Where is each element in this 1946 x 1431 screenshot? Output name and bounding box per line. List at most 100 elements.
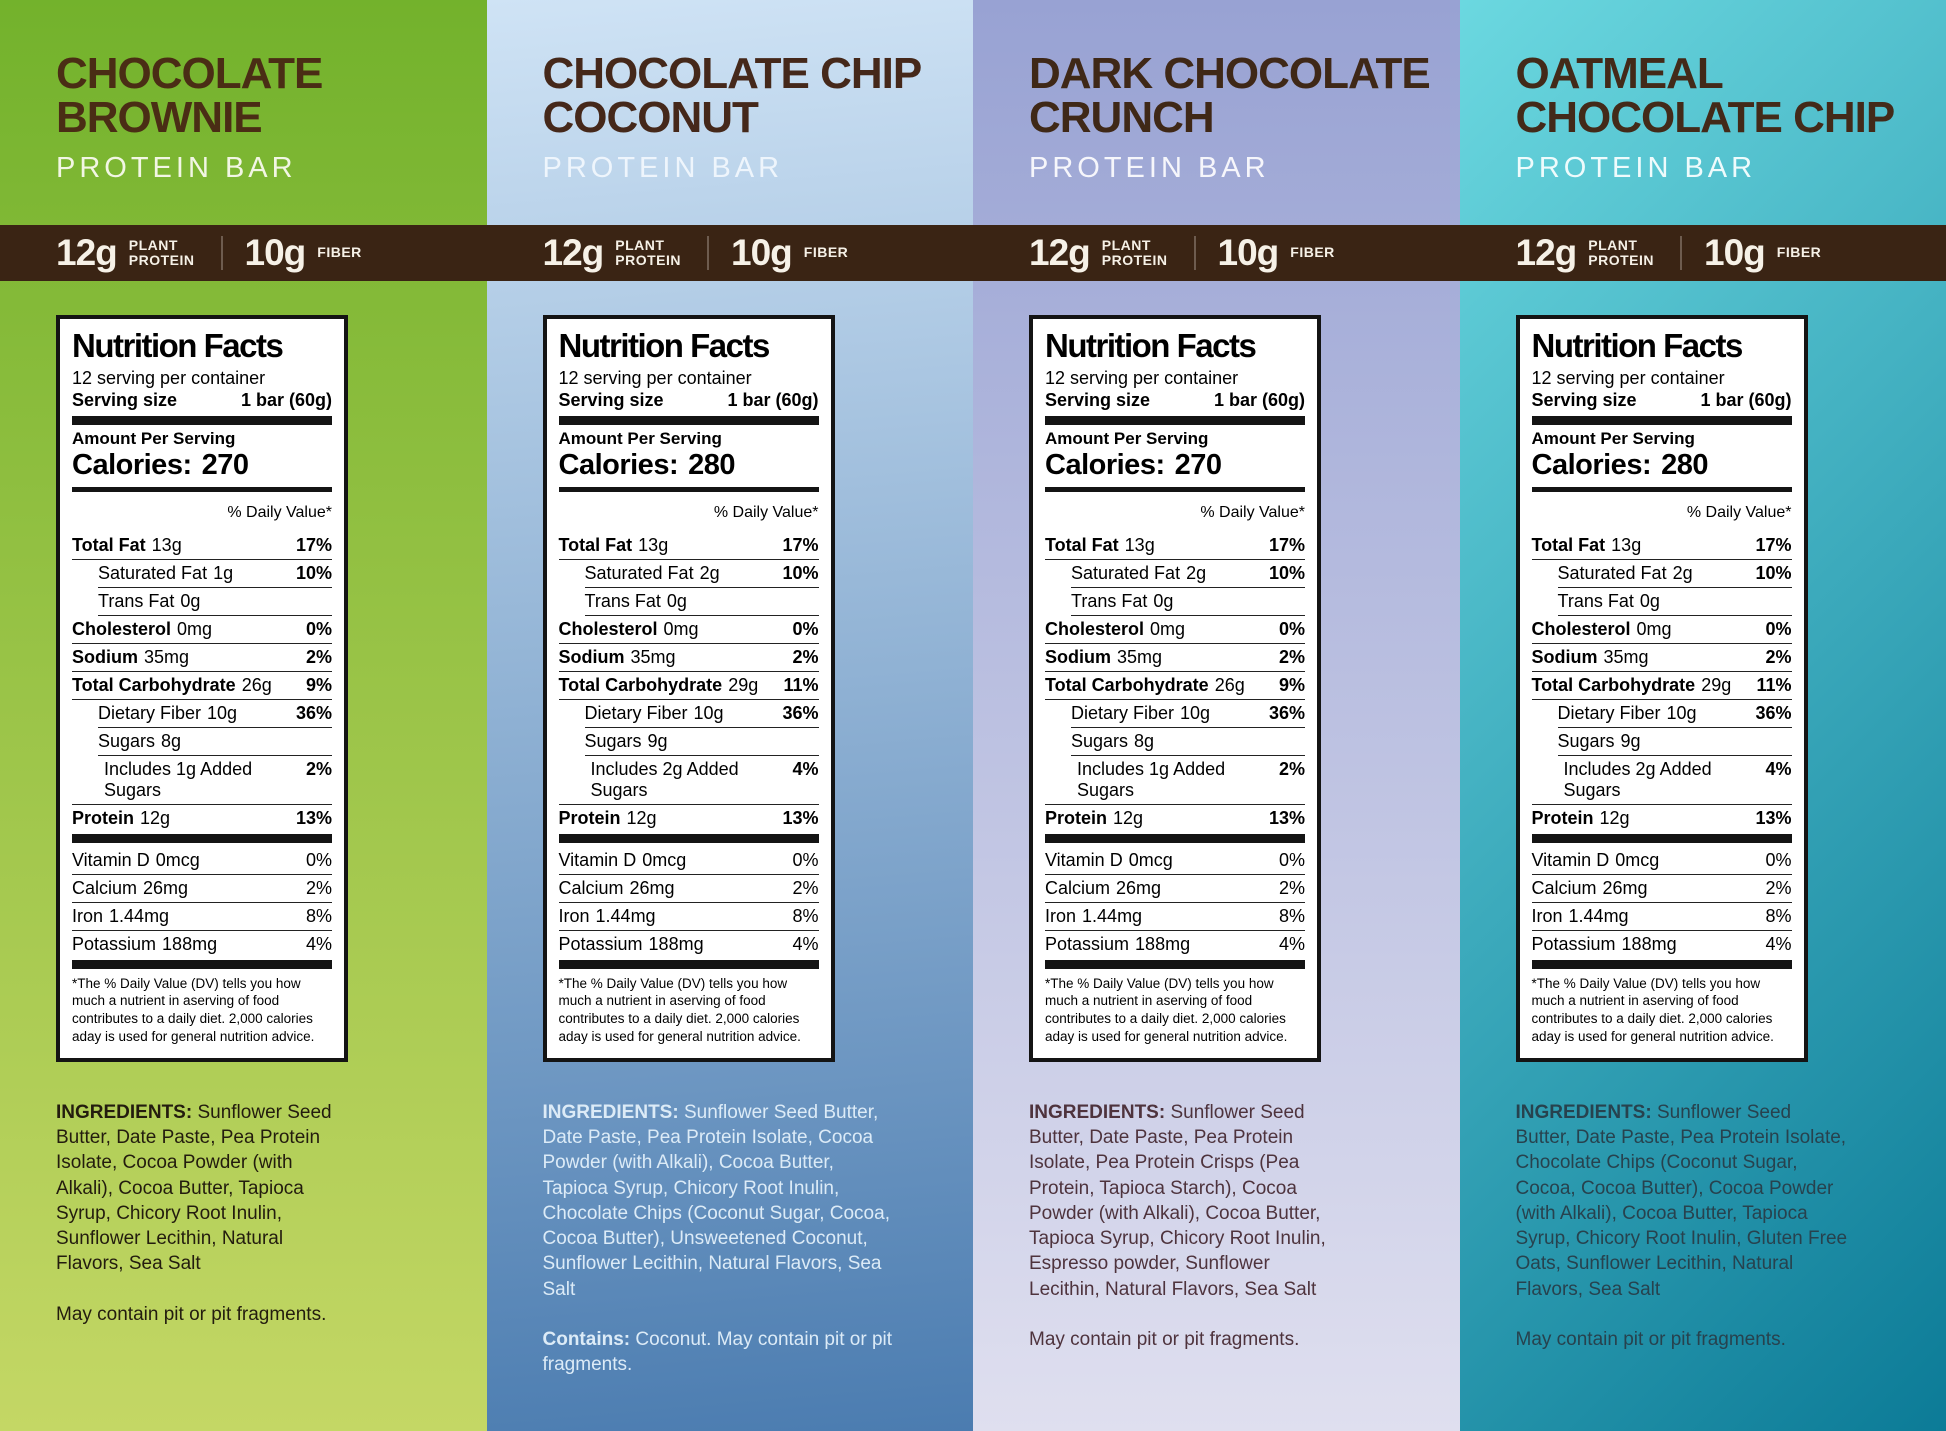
serving-size-label: Serving size — [1045, 389, 1151, 410]
ingredients-statement: INGREDIENTS: Sunflower Seed Butter, Date… — [1516, 1100, 1851, 1302]
nutrient-row-cholesterol: Cholesterol 0mg 0% — [1531, 616, 1792, 644]
daily-value-header: % Daily Value* — [713, 503, 819, 521]
calories-label: Calories: — [558, 448, 679, 481]
fiber-grams: 10g — [1217, 232, 1280, 273]
protein-label-line2: PROTEIN — [1101, 252, 1168, 268]
nutrient-row-sugars: Sugars 8g — [1071, 728, 1305, 756]
ingredients-list: Sunflower Seed Butter, Date Paste, Pea P… — [542, 1101, 890, 1300]
calories-value: 280 — [1661, 448, 1708, 481]
ingredients-statement: INGREDIENTS: Sunflower Seed Butter, Date… — [56, 1100, 341, 1277]
panel-header: DARK CHOCOLATE CRUNCH PROTEIN BAR — [973, 0, 1460, 225]
allergen-statement: May contain pit or pit fragments. — [1029, 1327, 1339, 1352]
nutrient-row-total-fat: Total Fat 13g 17% — [1045, 532, 1305, 560]
servings-per-container: 12 serving per container — [72, 367, 266, 388]
protein-label-line1: PLANT — [1101, 236, 1151, 253]
flavor-title-line2: BROWNIE — [56, 93, 263, 142]
ingredients-list: Sunflower Seed Butter, Date Paste, Pea P… — [1515, 1101, 1848, 1300]
nutrition-facts-heading: Nutrition Facts — [1045, 327, 1257, 364]
flavor-title-line1: CHOCOLATE CHIP — [542, 49, 923, 98]
fiber-grams: 10g — [244, 232, 307, 273]
nutrient-row-sodium: Sodium 35mg 2% — [1045, 644, 1305, 672]
flavor-title: CHOCOLATE BROWNIE — [56, 52, 461, 140]
nutrient-row-sodium: Sodium 35mg 2% — [1531, 644, 1792, 672]
nutrient-row-sodium: Sodium 35mg 2% — [558, 644, 819, 672]
band-divider — [220, 236, 223, 270]
allergen-statement: Contains: Coconut. May contain pit or pi… — [543, 1327, 895, 1378]
daily-value-footnote: *The % Daily Value (DV) tells you how mu… — [558, 975, 801, 1045]
flavor-title-line1: OATMEAL — [1515, 49, 1724, 98]
daily-value-footnote: *The % Daily Value (DV) tells you how mu… — [1531, 975, 1774, 1045]
nutrient-row-dietary-fiber: Dietary Fiber 10g 36% — [584, 700, 819, 728]
nutrient-row-sugars: Sugars 9g — [584, 728, 819, 756]
calories-line: Calories: 270 — [1045, 449, 1305, 484]
macro-highlights-band: 12g PLANT PROTEIN 10g FIBER — [486, 225, 973, 281]
ingredients-label: INGREDIENTS: — [542, 1101, 679, 1123]
band-divider — [707, 236, 709, 270]
calories-label: Calories: — [1531, 448, 1652, 481]
calories-value: 280 — [688, 448, 735, 481]
vitamin-row-potassium: Potassium 188mg 4% — [1531, 933, 1792, 954]
ingredients-label: INGREDIENTS: — [1029, 1101, 1166, 1123]
label-divider-bar — [558, 959, 819, 969]
nutrient-row-added-sugars: Includes 1g Added Sugars 2% — [1045, 756, 1305, 805]
serving-size-label: Serving size — [1531, 389, 1637, 410]
vitamin-row-vitamin-d: Vitamin D 0mcg 0% — [1531, 847, 1792, 875]
protein-grams: 12g — [1515, 232, 1578, 273]
nutrient-row-saturated-fat: Saturated Fat 2g 10% — [1557, 560, 1792, 588]
daily-value-header: % Daily Value* — [227, 503, 332, 521]
daily-value-header: % Daily Value* — [1200, 503, 1305, 521]
nutrient-row-sugars: Sugars 8g — [98, 728, 332, 756]
vitamin-row-calcium: Calcium 26mg 2% — [1045, 875, 1305, 903]
vitamin-row-calcium: Calcium 26mg 2% — [72, 875, 332, 903]
protein-label: PLANT PROTEIN — [615, 236, 681, 268]
vitamin-row-potassium: Potassium 188mg 4% — [72, 933, 332, 954]
product-type-label: PROTEIN BAR — [1515, 152, 1757, 184]
daily-value-footnote: *The % Daily Value (DV) tells you how mu… — [1045, 975, 1288, 1045]
calories-value: 270 — [201, 448, 249, 481]
vitamin-row-iron: Iron 1.44mg 8% — [1045, 903, 1305, 931]
serving-size-row: Serving size 1 bar (60g) — [72, 389, 332, 414]
nutrition-facts-heading: Nutrition Facts — [72, 327, 284, 364]
allergen-text: May contain pit or pit fragments. — [1515, 1329, 1786, 1351]
servings-per-container: 12 serving per container — [558, 367, 752, 388]
serving-size-row: Serving size 1 bar (60g) — [1045, 389, 1305, 414]
label-divider-bar — [1531, 959, 1792, 969]
serving-size-value: 1 bar (60g) — [240, 389, 332, 410]
flavor-title-line2: CHOCOLATE CHIP — [1515, 93, 1896, 142]
flavor-title-line1: CHOCOLATE — [56, 49, 323, 98]
fiber-label: FIBER — [803, 244, 849, 261]
protein-grams: 12g — [542, 232, 605, 273]
nutrient-row-protein: Protein 12g 13% — [1045, 807, 1305, 828]
vitamin-row-iron: Iron 1.44mg 8% — [1531, 903, 1792, 931]
nutrient-row-protein: Protein 12g 13% — [1531, 807, 1792, 828]
nutrient-row-protein: Protein 12g 13% — [72, 807, 332, 828]
flavor-panel: CHOCOLATE CHIP COCONUT PROTEIN BAR 12g P… — [486, 0, 973, 1431]
serving-size-value: 1 bar (60g) — [1700, 389, 1792, 410]
nutrient-row-sodium: Sodium 35mg 2% — [72, 644, 332, 672]
nutrient-row-added-sugars: Includes 2g Added Sugars 4% — [1531, 756, 1792, 805]
fiber-grams: 10g — [731, 232, 793, 273]
flavor-panel: CHOCOLATE BROWNIE PROTEIN BAR 12g PLANT … — [0, 0, 487, 1431]
vitamin-row-iron: Iron 1.44mg 8% — [72, 903, 332, 931]
calories-label: Calories: — [72, 448, 192, 481]
vitamin-row-calcium: Calcium 26mg 2% — [1531, 875, 1792, 903]
nutrient-row-saturated-fat: Saturated Fat 2g 10% — [1071, 560, 1305, 588]
nutrient-row-dietary-fiber: Dietary Fiber 10g 36% — [98, 700, 332, 728]
servings-per-container: 12 serving per container — [1045, 367, 1239, 388]
flavor-title-line2: CRUNCH — [1029, 93, 1215, 142]
label-divider-bar — [1045, 833, 1305, 843]
vitamin-row-potassium: Potassium 188mg 4% — [1045, 933, 1305, 954]
macro-highlights-band: 12g PLANT PROTEIN 10g FIBER — [973, 225, 1460, 281]
ingredients-label: INGREDIENTS: — [1515, 1101, 1652, 1123]
nutrient-row-total-carbohydrate: Total Carbohydrate 26g 9% — [1045, 672, 1305, 700]
product-type-label: PROTEIN BAR — [1029, 152, 1270, 184]
protein-label-line1: PLANT — [615, 236, 665, 253]
fiber-label: FIBER — [317, 244, 362, 261]
fiber-label: FIBER — [1290, 244, 1335, 261]
nutrient-row-trans-fat: Trans Fat 0g — [1071, 588, 1305, 616]
macro-highlights-band: 12g PLANT PROTEIN 10g FIBER — [1459, 225, 1946, 281]
flavor-title: CHOCOLATE CHIP COCONUT — [543, 52, 948, 140]
nutrient-row-cholesterol: Cholesterol 0mg 0% — [558, 616, 819, 644]
amount-per-serving-label: Amount Per Serving — [72, 428, 236, 448]
panel-header: OATMEAL CHOCOLATE CHIP PROTEIN BAR — [1460, 0, 1946, 225]
